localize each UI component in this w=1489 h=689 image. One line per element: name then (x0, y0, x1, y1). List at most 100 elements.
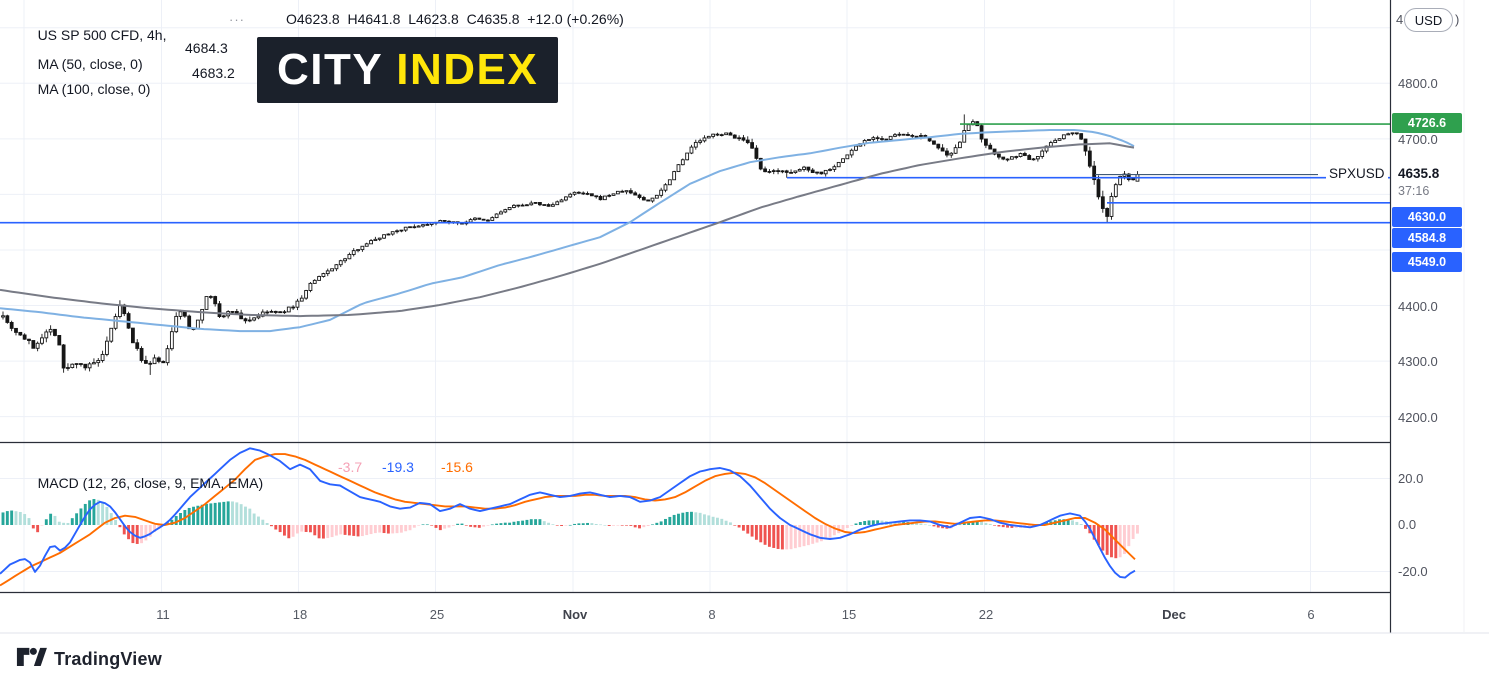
macd-histogram-bar (993, 525, 997, 526)
city-index-logo: CITY INDEX (257, 37, 559, 103)
candle (706, 135, 711, 139)
candle (139, 347, 144, 361)
candle (286, 306, 291, 313)
legend-more-icon[interactable]: ··· (229, 12, 245, 27)
macd-histogram-bar (79, 508, 83, 525)
candle (1014, 156, 1019, 158)
candle (988, 144, 993, 150)
candle (182, 311, 187, 317)
candle (676, 164, 681, 173)
symbol-legend[interactable]: US SP 500 CFD, 4h, (22, 11, 167, 59)
candle (27, 338, 31, 341)
candle (992, 148, 997, 155)
candle (585, 193, 590, 195)
macd-histogram-bar (659, 521, 663, 525)
candle (884, 138, 889, 141)
candle (958, 141, 962, 149)
candle (273, 310, 278, 313)
macd-signal-value: -15.6 (441, 459, 473, 475)
macd-histogram-bar (642, 525, 646, 528)
candle (719, 134, 724, 136)
macd-histogram-bar (841, 525, 845, 531)
macd-histogram-bar (737, 525, 741, 528)
candle (667, 179, 672, 186)
tradingview-attribution[interactable]: TradingView (16, 647, 162, 671)
macd-histogram-bar (1, 512, 5, 525)
macd-histogram-bar (200, 504, 204, 525)
macd-histogram-bar (646, 525, 650, 527)
macd-histogram-bar (399, 525, 403, 533)
candle (615, 190, 620, 195)
macd-histogram-bar (655, 522, 659, 525)
ma100-legend[interactable]: MA (100, close, 0) (22, 65, 151, 113)
candle (304, 290, 308, 299)
macd-histogram-bar (274, 525, 278, 530)
macd-histogram-bar (213, 502, 217, 525)
candle (1100, 196, 1105, 209)
candle (343, 258, 347, 262)
candle (421, 224, 425, 227)
macd-histogram-bar (677, 513, 680, 525)
macd-histogram-bar (971, 520, 975, 525)
macd-histogram-bar (218, 502, 221, 525)
candle (1131, 178, 1136, 181)
macd-histogram-bar (681, 512, 685, 525)
candle (797, 169, 802, 172)
candle (364, 243, 369, 247)
macd-histogram-bar (806, 525, 810, 546)
macd-histogram-bar (542, 521, 546, 525)
macd-histogram-bar (932, 525, 936, 527)
macd-histogram-bar (759, 525, 763, 543)
candle (118, 304, 122, 318)
candle (984, 138, 988, 146)
macd-histogram-bar (49, 513, 53, 525)
candle (1040, 150, 1045, 157)
candle (113, 316, 118, 329)
macd-histogram-bar (443, 525, 447, 529)
candle (247, 319, 252, 322)
candle (382, 234, 386, 239)
macd-histogram-bar (711, 516, 715, 525)
macd-histogram-bar (226, 501, 230, 525)
candle (806, 166, 811, 171)
macd-histogram-bar (1010, 525, 1014, 528)
macd-histogram-bar (754, 525, 758, 540)
ohlc-values: O4623.8 H4641.8 L4623.8 C4635.8 +12.0 (+… (286, 11, 624, 27)
macd-histogram-bar (421, 524, 425, 526)
macd-histogram-bar (231, 501, 234, 525)
macd-histogram-bar (343, 525, 347, 535)
ma100-label: MA (100, close, 0) (37, 81, 151, 97)
macd-histogram-bar (564, 525, 568, 526)
macd-histogram-bar (521, 520, 525, 525)
macd-legend[interactable]: MACD (12, 26, close, 9, EMA, EMA) (22, 459, 264, 507)
macd-histogram-bar (23, 514, 27, 525)
macd-histogram-bar (378, 525, 382, 533)
candle (841, 158, 845, 163)
macd-histogram-bar (244, 506, 247, 525)
candle (784, 170, 789, 173)
candle (408, 226, 412, 229)
candle (693, 141, 698, 148)
macd-histogram-bar (599, 524, 602, 526)
candlestick-series (1, 114, 1140, 375)
candle (867, 139, 871, 141)
ma50-legend[interactable]: MA (50, close, 0) (22, 40, 143, 88)
candle (1096, 179, 1101, 198)
macd-histogram-bar (1127, 525, 1131, 547)
candle (893, 134, 897, 137)
macd-histogram-bar (962, 522, 966, 525)
candle (1005, 158, 1010, 161)
macd-histogram-bar (612, 525, 615, 526)
candle (1031, 158, 1036, 161)
macd-histogram-bar (845, 525, 849, 528)
currency-toggle-button[interactable]: USD (1404, 8, 1453, 32)
macd-histogram-bar (157, 525, 161, 529)
price-level-badge: 4726.6 (1392, 113, 1462, 133)
candle (399, 229, 404, 232)
macd-histogram-bar (923, 524, 927, 526)
candle (1118, 175, 1123, 186)
candle (754, 147, 759, 159)
macd-histogram-bar (629, 525, 633, 526)
candle (299, 297, 304, 302)
